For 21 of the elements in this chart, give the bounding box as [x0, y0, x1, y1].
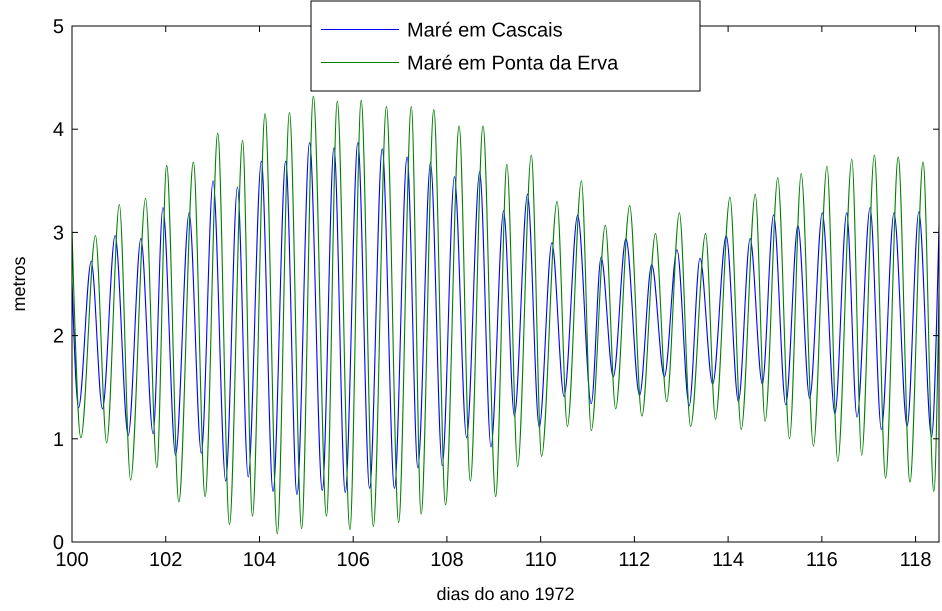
x-tick-label: 104 — [242, 549, 276, 571]
legend-label: Maré em Cascais — [407, 20, 563, 42]
x-tick-label: 108 — [430, 549, 464, 571]
y-tick-label: 1 — [52, 428, 64, 451]
x-tick-label: 114 — [712, 549, 744, 571]
x-tick-label: 106 — [336, 549, 370, 571]
y-axis-title: metros — [9, 256, 29, 312]
x-tick-label: 100 — [55, 549, 89, 571]
y-tick-label: 2 — [52, 326, 64, 348]
x-tick-label: 112 — [618, 549, 650, 571]
line-series — [72, 96, 939, 534]
line-series — [72, 142, 939, 496]
x-tick-label: 118 — [900, 549, 932, 571]
x-tick-label: 116 — [806, 549, 838, 571]
x-tick-label: 110 — [524, 549, 557, 571]
y-tick-label: 4 — [52, 119, 64, 142]
legend-label: Maré em Ponta da Erva — [407, 52, 620, 74]
x-axis-title: dias do ano 1972 — [436, 584, 575, 604]
y-tick-label: 5 — [52, 16, 64, 38]
y-tick-label: 3 — [52, 222, 64, 244]
x-tick-label: 102 — [149, 549, 182, 571]
